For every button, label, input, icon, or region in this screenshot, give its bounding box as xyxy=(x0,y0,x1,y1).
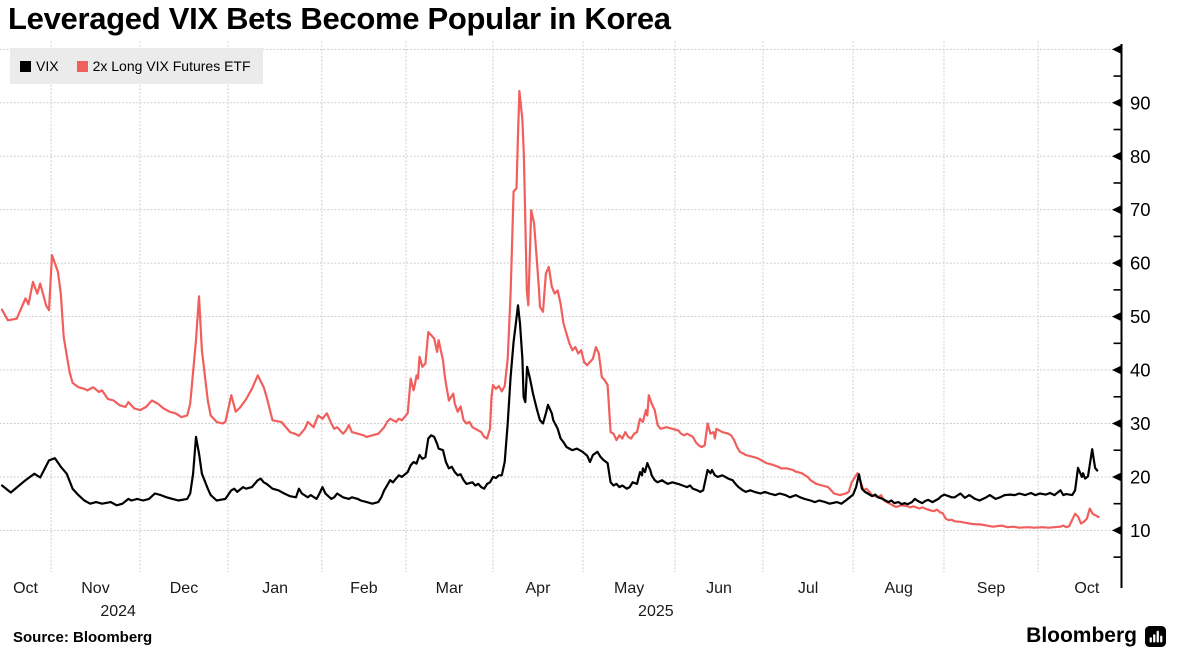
svg-text:May: May xyxy=(614,580,644,597)
svg-text:Apr: Apr xyxy=(526,580,552,597)
svg-text:10: 10 xyxy=(1130,520,1151,541)
bloomberg-logo: Bloomberg xyxy=(1026,624,1166,648)
svg-text:40: 40 xyxy=(1130,360,1151,381)
svg-text:80: 80 xyxy=(1130,146,1151,167)
svg-text:2024: 2024 xyxy=(100,603,136,620)
legend: VIX 2x Long VIX Futures ETF xyxy=(10,48,263,84)
svg-text:Oct: Oct xyxy=(1074,580,1099,597)
svg-text:Jul: Jul xyxy=(798,580,818,597)
svg-text:Nov: Nov xyxy=(81,580,109,597)
svg-text:Feb: Feb xyxy=(350,580,378,597)
bloomberg-bars-icon xyxy=(1145,625,1166,647)
svg-text:Mar: Mar xyxy=(436,580,464,597)
svg-text:60: 60 xyxy=(1130,253,1151,274)
etf-swatch-icon xyxy=(76,60,88,72)
svg-text:Oct: Oct xyxy=(13,580,38,597)
source-caption: Source: Bloomberg xyxy=(13,629,153,646)
legend-item-vix: VIX xyxy=(20,58,59,74)
svg-text:Jun: Jun xyxy=(706,580,732,597)
chart-title: Leveraged VIX Bets Become Popular in Kor… xyxy=(8,1,671,36)
svg-text:Aug: Aug xyxy=(884,580,912,597)
svg-text:70: 70 xyxy=(1130,199,1151,220)
svg-text:Dec: Dec xyxy=(170,580,198,597)
bloomberg-wordmark: Bloomberg xyxy=(1026,624,1137,647)
legend-label-etf: 2x Long VIX Futures ETF xyxy=(92,58,251,74)
svg-text:Jan: Jan xyxy=(262,580,288,597)
legend-label-vix: VIX xyxy=(36,58,59,74)
vix-swatch-icon xyxy=(20,60,31,72)
svg-text:Sep: Sep xyxy=(977,580,1006,597)
svg-text:20: 20 xyxy=(1130,466,1151,487)
svg-text:30: 30 xyxy=(1130,413,1151,434)
svg-text:90: 90 xyxy=(1130,92,1151,113)
svg-text:50: 50 xyxy=(1130,306,1151,327)
svg-text:2025: 2025 xyxy=(638,603,674,620)
legend-item-etf: 2x Long VIX Futures ETF xyxy=(76,58,251,74)
